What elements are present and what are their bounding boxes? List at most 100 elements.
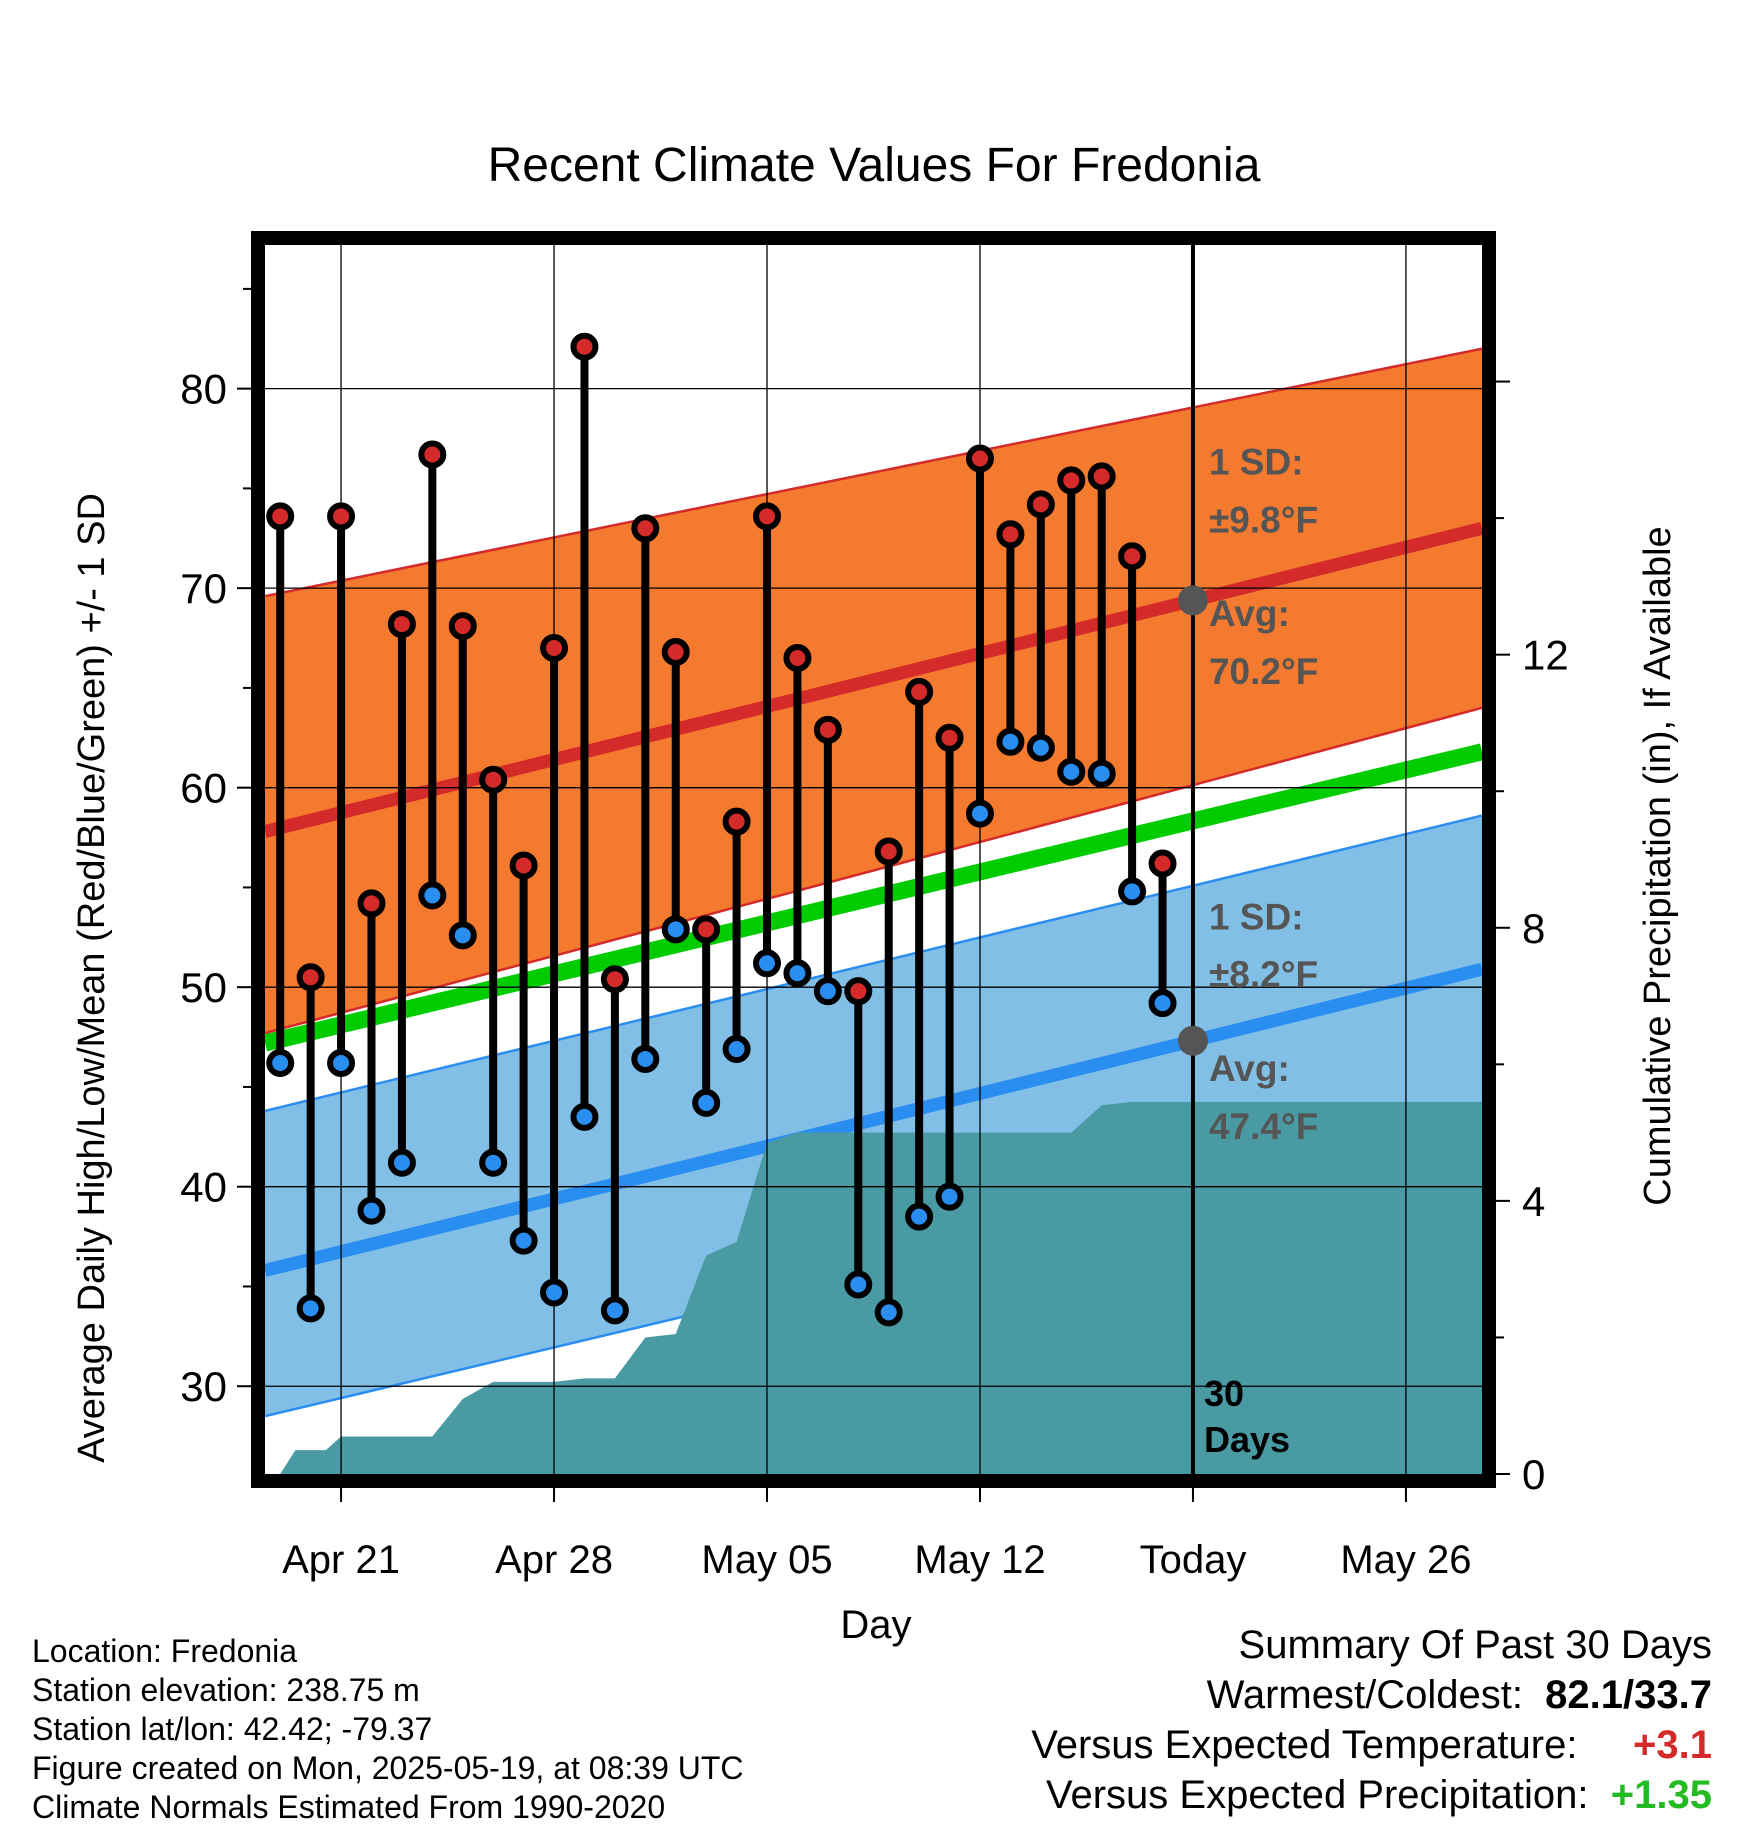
low-sd-value: ±8.2°F bbox=[1209, 954, 1318, 995]
y-left-tick-label-30: 30 bbox=[180, 1363, 227, 1410]
x-tick-label-2: May 05 bbox=[701, 1538, 832, 1582]
x-axis-label: Day bbox=[840, 1603, 911, 1647]
low-point-19 bbox=[844, 1270, 873, 1299]
low-point-25 bbox=[1026, 733, 1055, 762]
summary-temperature: Versus Expected Temperature: +3.1 bbox=[1031, 1723, 1712, 1768]
y-right-tick-label-4: 4 bbox=[1522, 1178, 1545, 1225]
high-point-13 bbox=[661, 638, 690, 667]
low-point-20 bbox=[874, 1298, 903, 1327]
plot-frame bbox=[251, 231, 1496, 1488]
low-point-23 bbox=[965, 799, 994, 828]
low-band-upper-edge bbox=[265, 814, 1482, 1113]
high-point-9 bbox=[540, 634, 569, 663]
high-point-23 bbox=[965, 444, 994, 473]
low-point-9 bbox=[540, 1278, 569, 1307]
low-normal-avg-line bbox=[265, 962, 1482, 1277]
high-point-0 bbox=[266, 502, 295, 531]
chart-title: Recent Climate Values For Fredonia bbox=[488, 139, 1261, 192]
footer-elevation: Station elevation: 238.75 m bbox=[32, 1672, 420, 1708]
low-point-22 bbox=[935, 1182, 964, 1211]
summary-precip-value: +1.35 bbox=[1610, 1773, 1712, 1817]
high-point-11 bbox=[600, 965, 629, 994]
high-normal-avg-line bbox=[265, 522, 1482, 838]
low-point-18 bbox=[813, 977, 842, 1006]
y-left-tick-label-70: 70 bbox=[180, 565, 227, 612]
low-point-7 bbox=[479, 1148, 508, 1177]
low-point-28 bbox=[1118, 877, 1147, 906]
high-sd-label: 1 SD: bbox=[1209, 441, 1304, 482]
low-point-3 bbox=[357, 1196, 386, 1225]
mean-normal-line bbox=[265, 743, 1482, 1052]
low-point-12 bbox=[631, 1045, 660, 1074]
y-axis-label-left: Average Daily High/Low/Mean (Red/Blue/Gr… bbox=[71, 493, 113, 1463]
x-tick-label-5: May 26 bbox=[1340, 1538, 1471, 1582]
low-point-27 bbox=[1087, 759, 1116, 788]
y-right-tick-label-0: 0 bbox=[1522, 1451, 1545, 1498]
today-low-avg-marker bbox=[1177, 1025, 1208, 1056]
high-point-1 bbox=[296, 963, 325, 992]
high-point-12 bbox=[631, 514, 660, 543]
high-point-28 bbox=[1118, 542, 1147, 571]
high-point-7 bbox=[479, 765, 508, 794]
y-right-tick-label-12: 12 bbox=[1522, 632, 1569, 679]
high-point-24 bbox=[996, 520, 1025, 549]
high-point-10 bbox=[570, 332, 599, 361]
low-point-2 bbox=[327, 1049, 356, 1078]
precipitation-area bbox=[280, 1101, 1482, 1474]
low-point-26 bbox=[1057, 757, 1086, 786]
low-point-10 bbox=[570, 1102, 599, 1131]
low-point-11 bbox=[600, 1296, 629, 1325]
x-tick-label-0: Apr 21 bbox=[282, 1538, 400, 1582]
high-point-8 bbox=[509, 851, 538, 880]
summary-title: Summary Of Past 30 Days bbox=[1238, 1623, 1712, 1667]
y-right-tick-label-8: 8 bbox=[1522, 905, 1545, 952]
summary-precipitation: Versus Expected Precipitation: +1.35 bbox=[1046, 1773, 1712, 1818]
high-point-14 bbox=[692, 915, 721, 944]
today-days-label: Days bbox=[1204, 1419, 1290, 1460]
high-point-20 bbox=[874, 837, 903, 866]
footer-latlon: Station lat/lon: 42.42; -79.37 bbox=[32, 1711, 433, 1747]
y-left-tick-label-80: 80 bbox=[180, 366, 227, 413]
low-point-13 bbox=[661, 915, 690, 944]
footer-location: Location: Fredonia bbox=[32, 1633, 298, 1669]
summary-warm-cold: Warmest/Coldest: 82.1/33.7 bbox=[1207, 1673, 1712, 1718]
low-point-21 bbox=[905, 1202, 934, 1231]
low-point-1 bbox=[296, 1294, 325, 1323]
summary-temp-label: Versus Expected Temperature: bbox=[1031, 1723, 1578, 1767]
y-left-tick-label-50: 50 bbox=[180, 964, 227, 1011]
low-point-15 bbox=[722, 1035, 751, 1064]
high-normal-band bbox=[265, 348, 1482, 1034]
high-point-22 bbox=[935, 723, 964, 752]
high-point-5 bbox=[418, 440, 447, 469]
high-point-18 bbox=[813, 715, 842, 744]
low-avg-value: 47.4°F bbox=[1209, 1106, 1318, 1147]
low-point-4 bbox=[387, 1148, 416, 1177]
footer-normals: Climate Normals Estimated From 1990-2020 bbox=[32, 1789, 666, 1825]
high-point-29 bbox=[1148, 849, 1177, 878]
high-point-2 bbox=[327, 502, 356, 531]
high-point-4 bbox=[387, 610, 416, 639]
high-avg-value: 70.2°F bbox=[1209, 651, 1318, 692]
x-tick-label-4: Today bbox=[1140, 1538, 1247, 1582]
high-point-17 bbox=[783, 643, 812, 672]
high-point-15 bbox=[722, 807, 751, 836]
low-point-16 bbox=[753, 949, 782, 978]
high-band-lower-edge bbox=[265, 706, 1482, 1035]
low-point-14 bbox=[692, 1088, 721, 1117]
low-avg-label: Avg: bbox=[1209, 1048, 1290, 1089]
high-point-6 bbox=[448, 612, 477, 641]
low-point-29 bbox=[1148, 989, 1177, 1018]
low-point-24 bbox=[996, 727, 1025, 756]
high-point-3 bbox=[357, 889, 386, 918]
low-point-6 bbox=[448, 921, 477, 950]
high-point-26 bbox=[1057, 466, 1086, 495]
low-point-0 bbox=[266, 1049, 295, 1078]
y-axis-label-right: Cumulative Precipitation (in), If Availa… bbox=[1637, 526, 1679, 1205]
high-point-21 bbox=[905, 677, 934, 706]
x-tick-label-1: Apr 28 bbox=[495, 1538, 613, 1582]
x-tick-label-3: May 12 bbox=[914, 1538, 1045, 1582]
today-days-count: 30 bbox=[1204, 1373, 1244, 1414]
plot-content bbox=[265, 245, 1482, 1474]
high-avg-label: Avg: bbox=[1209, 593, 1290, 634]
